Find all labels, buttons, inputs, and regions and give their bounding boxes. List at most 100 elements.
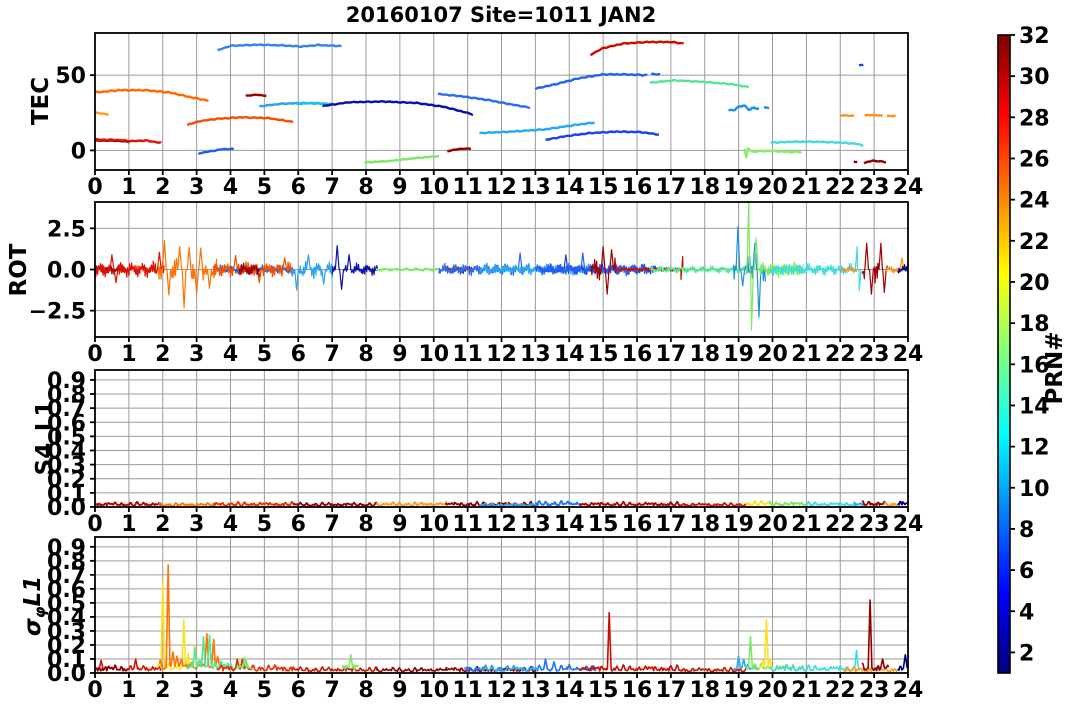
x-tick-label: 11 bbox=[452, 678, 483, 703]
x-tick-label: 7 bbox=[324, 512, 339, 537]
x-tick-label: 23 bbox=[859, 512, 890, 537]
x-tick-label: 5 bbox=[257, 175, 272, 200]
x-tick-label: 1 bbox=[121, 342, 136, 367]
y-tick-label: 0.9 bbox=[47, 536, 86, 561]
x-tick-label: 9 bbox=[392, 175, 407, 200]
x-tick-label: 1 bbox=[121, 175, 136, 200]
x-tick-label: 23 bbox=[859, 175, 890, 200]
series-line bbox=[744, 202, 804, 331]
panel-sigma_phi_L1: 0 1 2 3 4 5 6 7 8 9 10 11 12 13 14 15 16 17 18 19 20 21 22 23 24… bbox=[47, 536, 923, 703]
series-line bbox=[650, 72, 661, 76]
x-tick-label: 19 bbox=[723, 342, 754, 367]
x-tick-label: 16 bbox=[622, 678, 653, 703]
x-tick-label: 11 bbox=[452, 342, 483, 367]
x-tick-label: 6 bbox=[291, 678, 306, 703]
panel-S4_L1: 0 1 2 3 4 5 6 7 8 9 10 11 12 13 14 15 16 17 18 19 20 21 22 23 24… bbox=[47, 369, 923, 537]
y-tick-label: 0.8 bbox=[47, 383, 86, 408]
series-line bbox=[216, 658, 295, 672]
ylabel-s4-l1: S4_L1 bbox=[32, 401, 58, 476]
colorbar-tick-label: 30 bbox=[1019, 65, 1050, 90]
generated-plot-layers: 0 1 2 3 4 5 6 7 8 9 10 11 12 13 14 15 16 17 18 19 20 21 22 23 24… bbox=[29, 24, 1050, 703]
series-line bbox=[158, 502, 217, 507]
x-tick-label: 14 bbox=[554, 512, 585, 537]
ylabel-tec: TEC bbox=[28, 77, 54, 125]
x-tick-label: 2 bbox=[155, 175, 170, 200]
x-tick-label: 10 bbox=[418, 678, 449, 703]
y-tick-label: 0.3 bbox=[47, 454, 86, 479]
x-tick-label: 19 bbox=[723, 678, 754, 703]
x-tick-label: 2 bbox=[155, 678, 170, 703]
y-tick-label: 0.1 bbox=[47, 482, 86, 507]
x-tick-label: 6 bbox=[291, 512, 306, 537]
series-line bbox=[341, 653, 360, 671]
x-tick-label: 15 bbox=[588, 678, 619, 703]
series-line bbox=[95, 88, 209, 102]
series-line bbox=[578, 500, 683, 507]
x-tick-label: 4 bbox=[223, 175, 238, 200]
y-tick-label: 0.0 bbox=[47, 496, 86, 521]
x-tick-label: 17 bbox=[656, 678, 687, 703]
series-line bbox=[447, 147, 472, 153]
series-line bbox=[897, 500, 908, 506]
y-tick-label: 0.1 bbox=[47, 648, 86, 673]
x-tick-label: 13 bbox=[520, 342, 551, 367]
series-line bbox=[212, 500, 295, 507]
y-tick-label: 50 bbox=[55, 64, 86, 89]
x-tick-label: 11 bbox=[452, 512, 483, 537]
x-tick-label: 18 bbox=[689, 175, 720, 200]
colorbar-tick-label: 26 bbox=[1019, 147, 1050, 172]
series-line bbox=[186, 115, 294, 126]
x-tick-label: 16 bbox=[622, 175, 653, 200]
x-tick-label: 7 bbox=[324, 175, 339, 200]
series-line bbox=[578, 611, 683, 672]
x-tick-label: 8 bbox=[358, 678, 373, 703]
series-line bbox=[649, 78, 750, 89]
x-tick-label: 12 bbox=[486, 342, 517, 367]
x-tick-label: 21 bbox=[791, 175, 822, 200]
x-tick-label: 8 bbox=[358, 175, 373, 200]
x-tick-label: 12 bbox=[486, 512, 517, 537]
series-line bbox=[861, 499, 887, 507]
colorbar-gradient bbox=[998, 35, 1010, 673]
series-line bbox=[883, 501, 898, 507]
series-line bbox=[331, 245, 379, 290]
series-line bbox=[885, 257, 905, 274]
series-line bbox=[680, 501, 747, 507]
series-line bbox=[763, 106, 770, 110]
x-tick-label: 24 bbox=[893, 512, 924, 537]
series-line bbox=[217, 43, 342, 52]
series-line bbox=[290, 254, 335, 291]
series-line bbox=[438, 252, 531, 277]
colorbar-tick-label: 22 bbox=[1019, 230, 1050, 255]
colorbar-tick-label: 2 bbox=[1019, 641, 1034, 666]
x-tick-label: 7 bbox=[324, 678, 339, 703]
series-layer bbox=[95, 40, 897, 165]
x-tick-label: 24 bbox=[893, 175, 924, 200]
series-layer bbox=[95, 202, 908, 331]
y-tick-label: 0.9 bbox=[47, 369, 86, 394]
x-tick-label: 2 bbox=[155, 342, 170, 367]
x-tick-label: 22 bbox=[825, 342, 856, 367]
series-line bbox=[375, 501, 448, 507]
series-line bbox=[861, 242, 888, 295]
x-tick-label: 12 bbox=[486, 678, 517, 703]
sigma-symbol: σ bbox=[20, 618, 46, 636]
x-tick-label: 4 bbox=[223, 512, 238, 537]
x-tick-label: 5 bbox=[257, 512, 272, 537]
series-line bbox=[156, 582, 198, 671]
colorbar-tick-label: 16 bbox=[1019, 353, 1050, 378]
series-line bbox=[758, 618, 774, 670]
x-tick-label: 19 bbox=[723, 175, 754, 200]
y-tick-label: 0.4 bbox=[47, 606, 86, 631]
series-line bbox=[590, 245, 617, 295]
x-tick-label: 3 bbox=[189, 175, 204, 200]
x-tick-label: 10 bbox=[418, 342, 449, 367]
x-tick-label: 21 bbox=[791, 678, 822, 703]
series-line bbox=[198, 147, 235, 155]
ylabel-rot: ROT bbox=[6, 243, 32, 296]
x-tick-label: 0 bbox=[87, 678, 102, 703]
x-tick-label: 15 bbox=[588, 175, 619, 200]
series-line bbox=[768, 500, 809, 507]
colorbar-tick-label: 28 bbox=[1019, 106, 1050, 131]
